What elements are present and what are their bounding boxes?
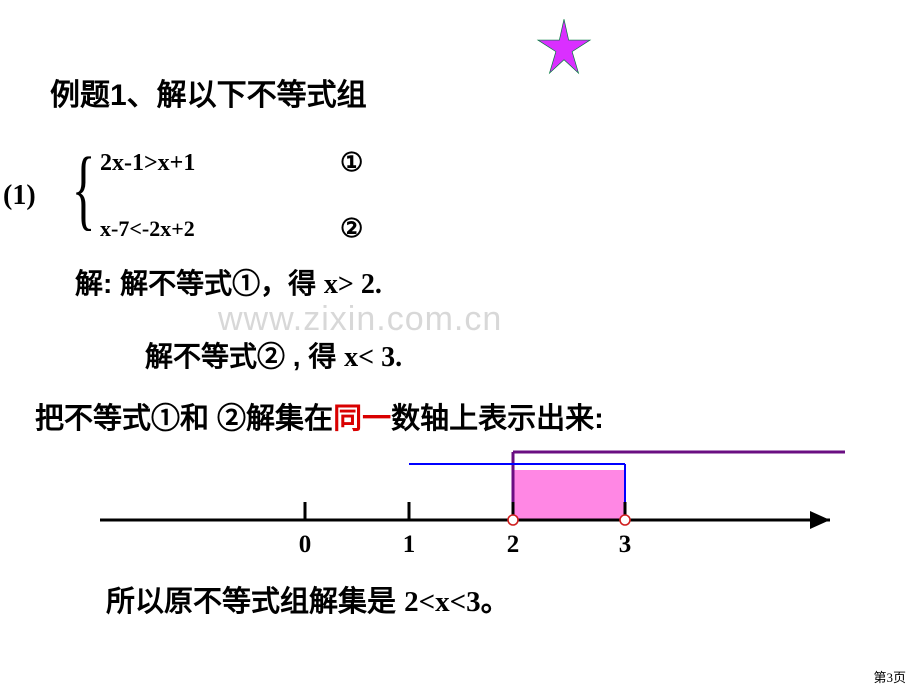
conclusion-math: 2<x<3。 — [404, 586, 510, 618]
marker-2: ② — [340, 214, 363, 244]
conclusion: 所以原不等式组解集是 2<x<3。 — [106, 578, 510, 620]
svg-text:3: 3 — [619, 531, 632, 558]
problem-number: (1) — [3, 180, 36, 212]
svg-text:2: 2 — [507, 531, 520, 558]
page-number: 第3页 — [873, 667, 906, 686]
solution-step-2: 解不等式② , 得 x< 3. — [145, 335, 402, 375]
line3-post: 数轴上表示出来: — [391, 403, 604, 435]
step2-math: x< 3. — [344, 342, 402, 373]
watermark: www.zixin.com.cn — [218, 300, 502, 339]
number-line: 0 1 2 3 — [85, 446, 845, 556]
svg-text:0: 0 — [299, 531, 312, 558]
inequality-1: 2x-1>x+1 — [100, 150, 195, 177]
brace: { — [72, 138, 96, 241]
step2-text: 解不等式② , 得 — [145, 341, 344, 372]
step1-text: 解: 解不等式①，得 — [75, 268, 324, 299]
svg-text:1: 1 — [403, 531, 416, 558]
marker-1: ① — [340, 148, 363, 178]
step1-math: x> 2. — [324, 269, 382, 300]
line3-pre: 把不等式①和 ②解集在 — [35, 403, 333, 435]
conclusion-text: 所以原不等式组解集是 — [106, 586, 404, 618]
instruction-line: 把不等式①和 ②解集在同一数轴上表示出来: — [35, 395, 604, 437]
inequality-2: x-7<-2x+2 — [100, 216, 195, 242]
page-title: 例题1、解以下不等式组 — [50, 70, 367, 114]
solution-step-1: 解: 解不等式①，得 x> 2. — [75, 262, 382, 302]
decorative-star — [535, 18, 593, 81]
line3-red: 同一 — [333, 403, 391, 435]
